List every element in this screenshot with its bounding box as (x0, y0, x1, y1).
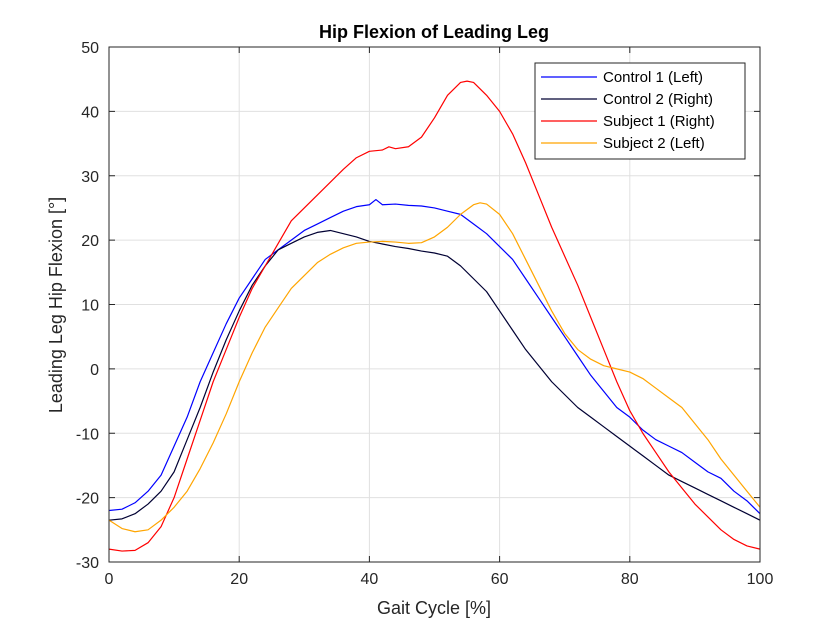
x-tick-label: 20 (230, 571, 248, 588)
legend-label: Control 2 (Right) (603, 91, 713, 108)
series-line-2 (108, 229, 761, 521)
y-tick-label: 10 (81, 298, 99, 315)
y-tick-label: -30 (76, 555, 99, 572)
legend-label: Subject 2 (Left) (603, 135, 705, 152)
series-line-3 (108, 80, 761, 552)
x-tick-label: 80 (621, 571, 639, 588)
legend-label: Control 1 (Left) (603, 69, 703, 86)
y-tick-label: 20 (81, 233, 99, 250)
chart-title: Hip Flexion of Leading Leg (319, 22, 549, 42)
y-tick-label: -10 (76, 426, 99, 443)
x-axis-ticks: 0 20 40 60 80 100 (105, 47, 774, 588)
x-tick-label: 60 (491, 571, 509, 588)
x-tick-label: 100 (747, 571, 774, 588)
y-tick-label: 30 (81, 169, 99, 186)
y-axis-ticks: -30 -20 -10 0 10 20 30 40 50 (76, 40, 760, 572)
y-tick-label: 40 (81, 104, 99, 121)
x-tick-label: 40 (361, 571, 379, 588)
y-axis-label: Leading Leg Hip Flexion [°] (46, 197, 66, 413)
x-axis-label: Gait Cycle [%] (377, 598, 491, 618)
x-tick-label: 0 (105, 571, 114, 588)
legend: Control 1 (Left) Control 2 (Right) Subject… (534, 62, 746, 160)
series-line-1 (108, 198, 761, 515)
series-line-4 (108, 202, 761, 533)
y-tick-label: 50 (81, 40, 99, 57)
y-tick-label: 0 (90, 362, 99, 379)
data-lines (108, 80, 761, 552)
legend-label: Subject 1 (Right) (603, 113, 715, 130)
y-tick-label: -20 (76, 491, 99, 508)
